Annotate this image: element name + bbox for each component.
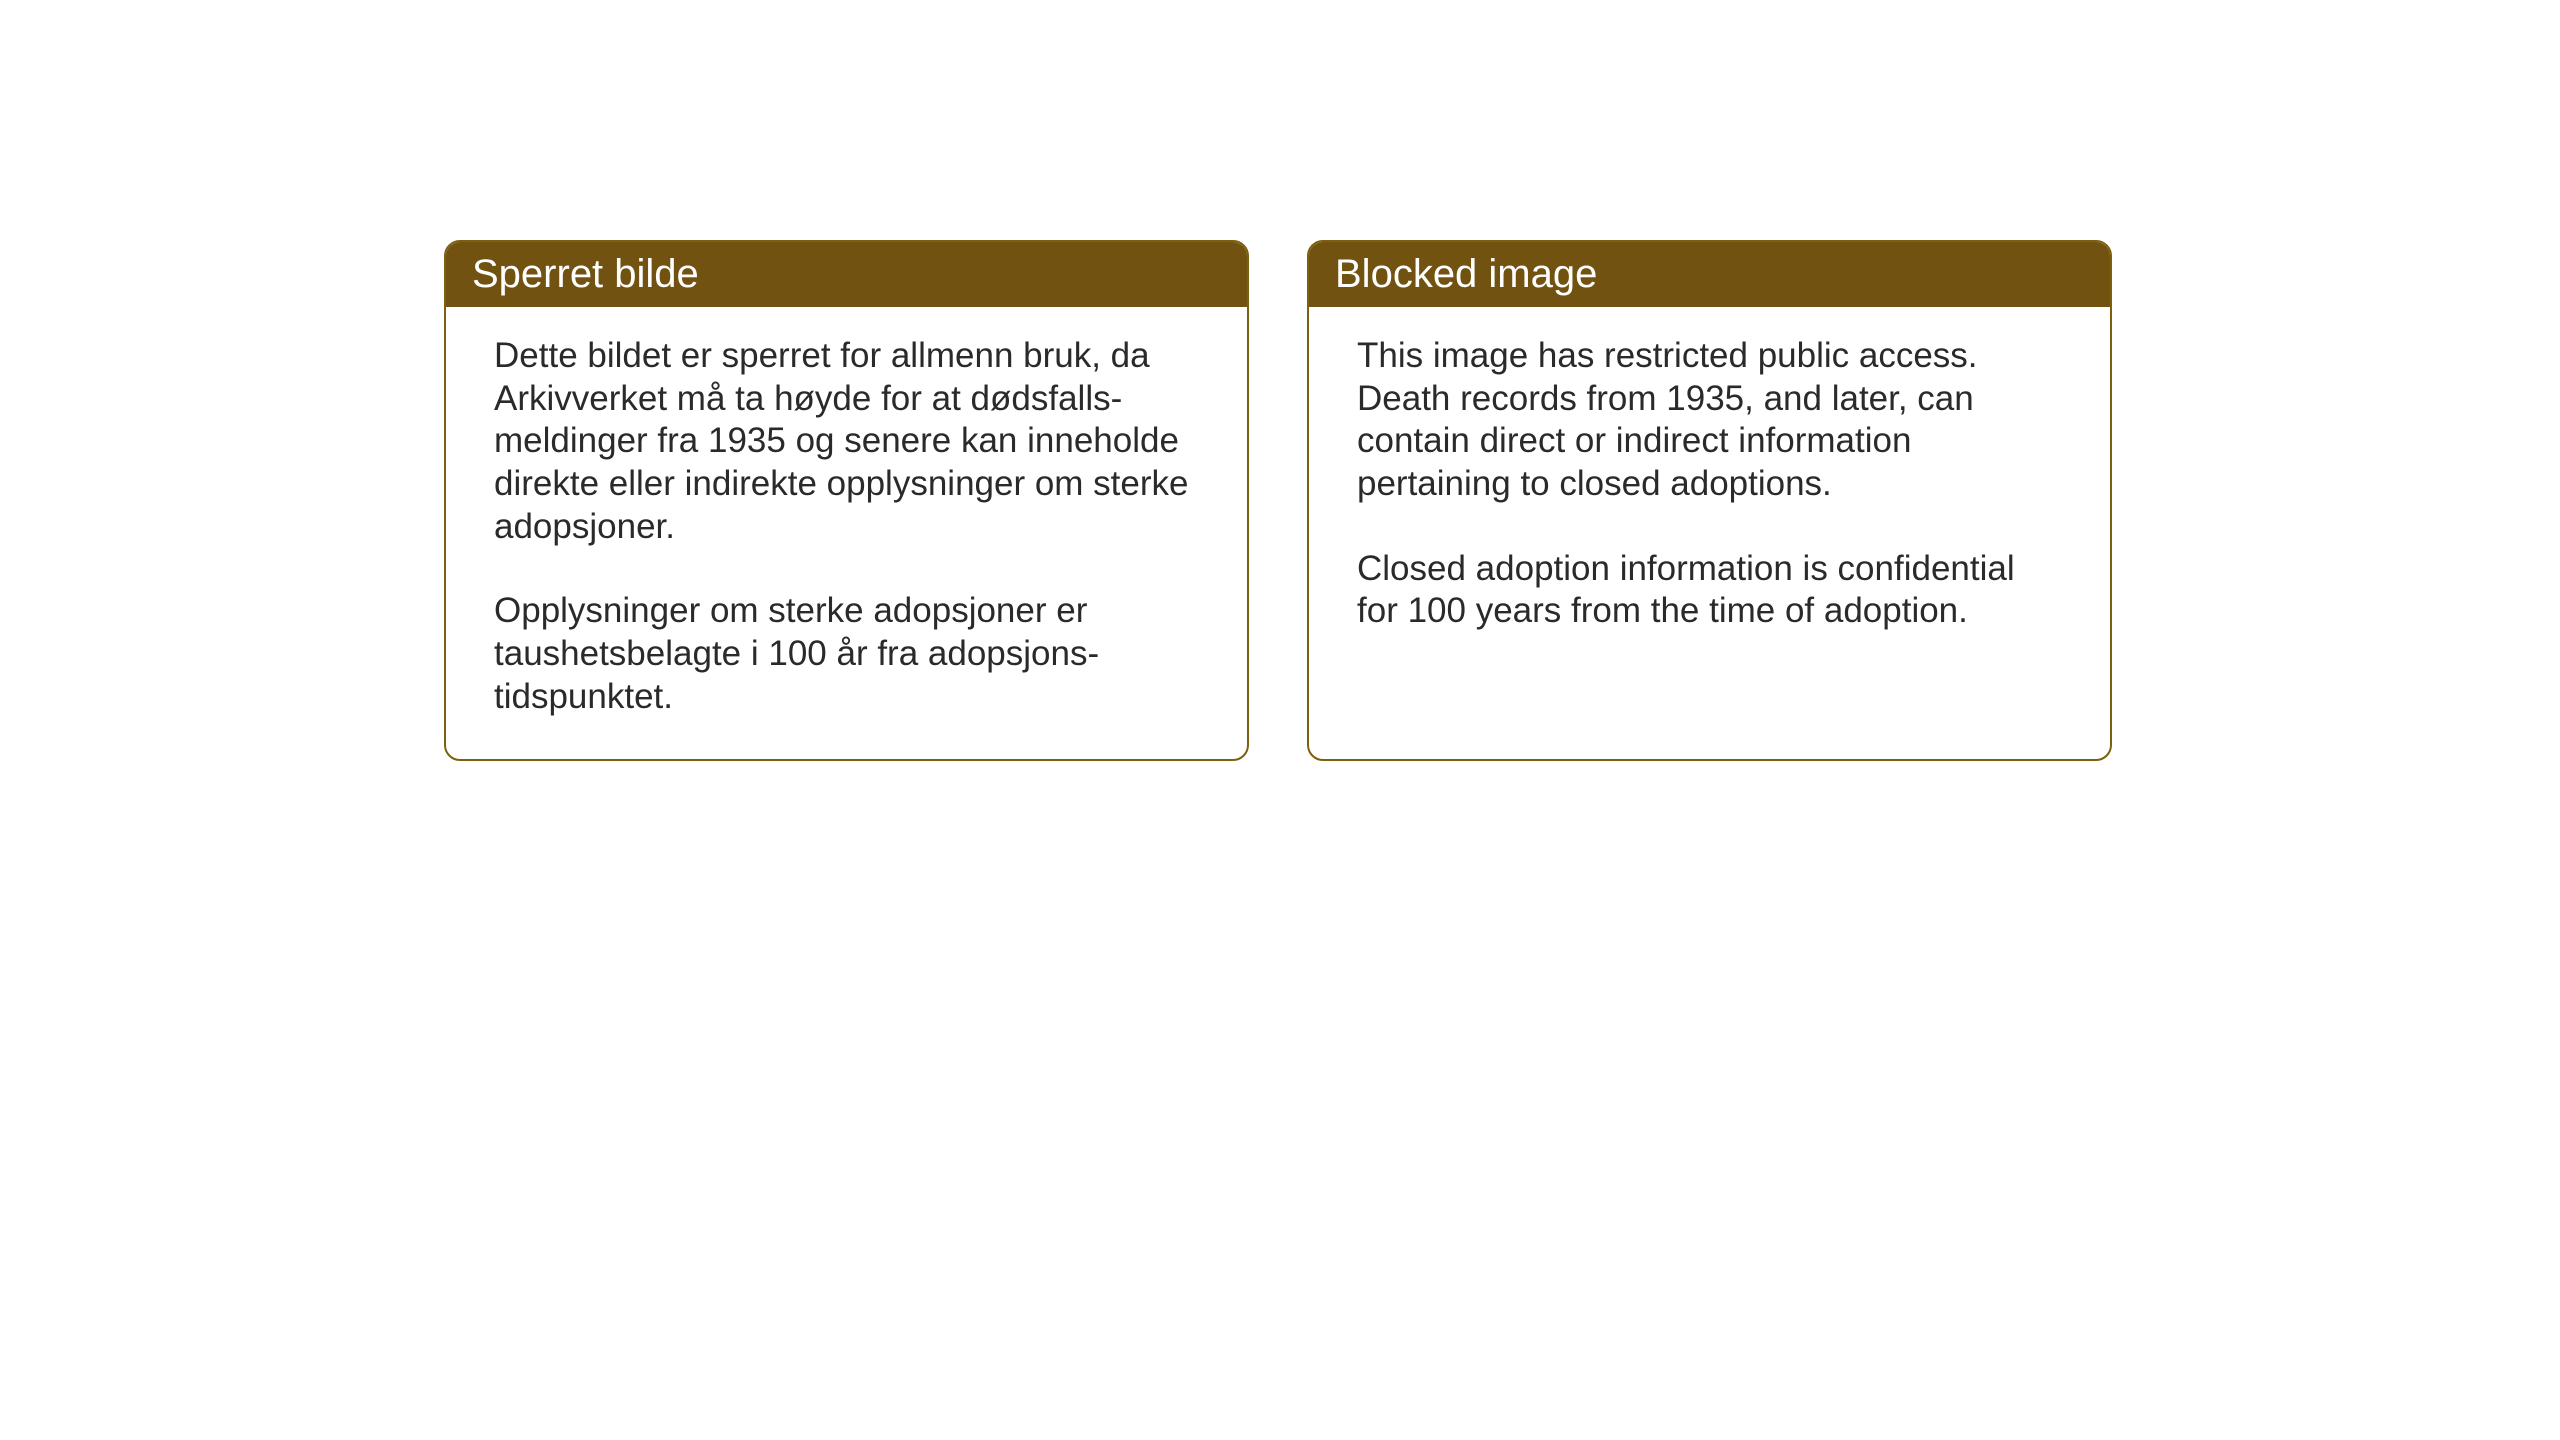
card-paragraph-1-english: This image has restricted public access.… [1357,335,2062,506]
card-paragraph-2-norwegian: Opplysninger om sterke adopsjoner er tau… [494,590,1199,718]
card-body-english: This image has restricted public access.… [1309,307,2110,673]
blocked-image-card-english: Blocked image This image has restricted … [1307,240,2112,761]
blocked-image-card-norwegian: Sperret bilde Dette bildet er sperret fo… [444,240,1249,761]
card-body-norwegian: Dette bildet er sperret for allmenn bruk… [446,307,1247,759]
card-header-norwegian: Sperret bilde [446,242,1247,307]
card-title-norwegian: Sperret bilde [472,252,699,296]
card-title-english: Blocked image [1335,252,1597,296]
card-header-english: Blocked image [1309,242,2110,307]
cards-container: Sperret bilde Dette bildet er sperret fo… [444,240,2112,761]
card-paragraph-2-english: Closed adoption information is confident… [1357,548,2062,633]
card-paragraph-1-norwegian: Dette bildet er sperret for allmenn bruk… [494,335,1199,548]
